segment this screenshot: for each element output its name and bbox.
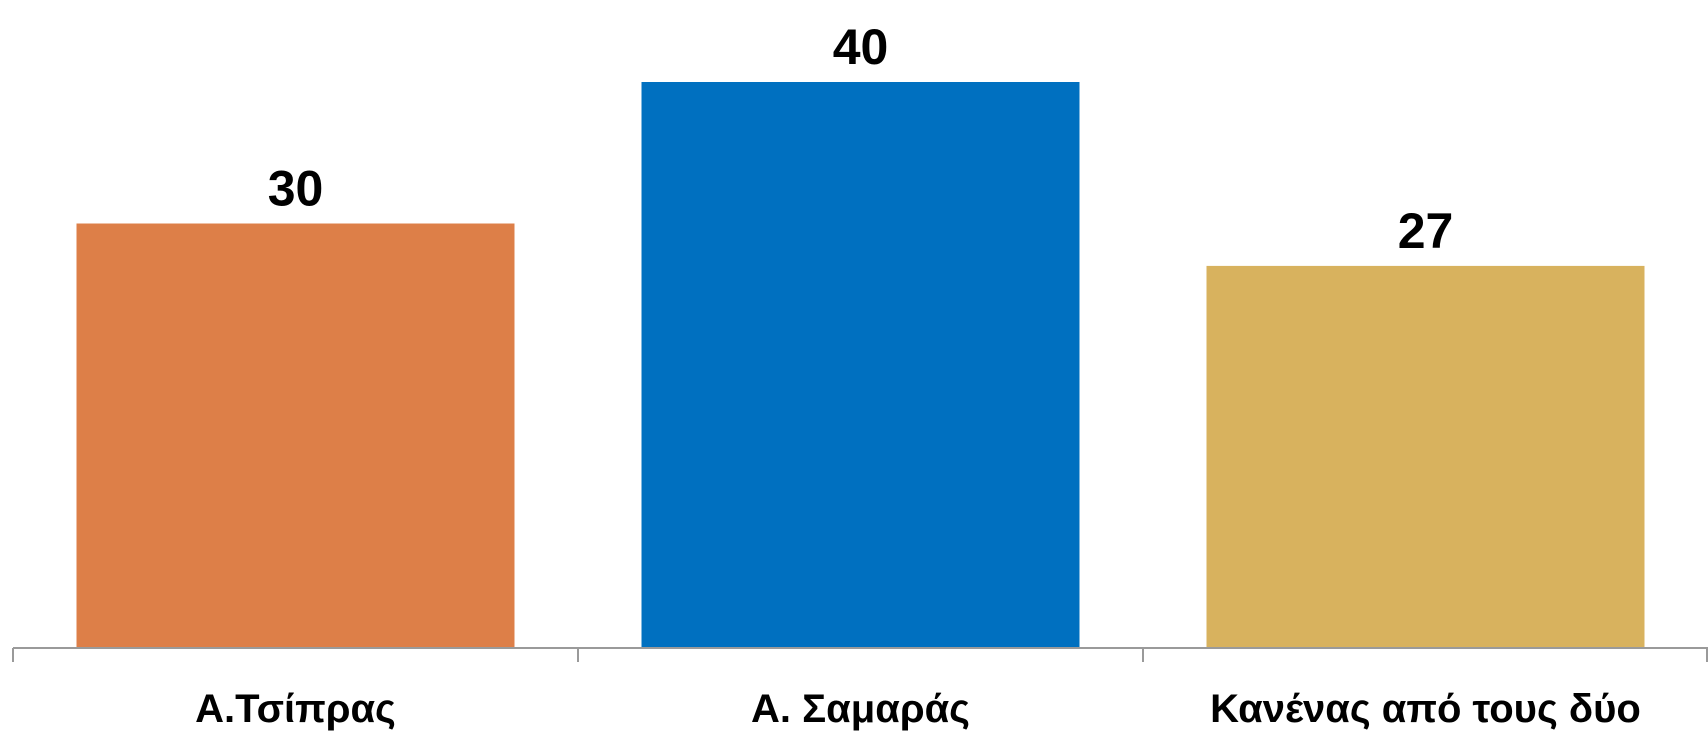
category-label-2: Α. Σαμαράς: [751, 687, 970, 731]
category-labels-layer: Α.Τσίπρας Α. Σαμαράς Κανένας από τους δύο: [195, 687, 1641, 731]
category-label-3: Κανένας από τους δύο: [1210, 687, 1641, 731]
x-axis: [12, 647, 1708, 662]
bar-1: [76, 223, 515, 648]
bar-2: [641, 82, 1080, 648]
bars-layer: [76, 82, 1645, 648]
category-label-1: Α.Τσίπρας: [195, 687, 396, 731]
data-label-2: 40: [833, 19, 889, 75]
bar-3: [1206, 265, 1645, 648]
data-label-1: 30: [268, 161, 324, 217]
value-labels-layer: 30 40 27: [268, 19, 1454, 259]
data-label-3: 27: [1398, 203, 1454, 259]
